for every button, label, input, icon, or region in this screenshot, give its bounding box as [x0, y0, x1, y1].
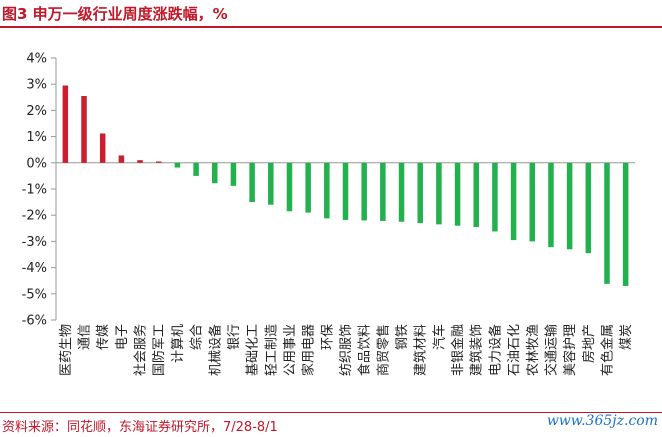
x-tick-label: 建筑材料 [413, 324, 429, 376]
x-tick-label: 美容护理 [562, 324, 578, 376]
x-tick-label: 煤炭 [619, 324, 634, 350]
x-tick-label: 纺织服饰 [339, 324, 354, 376]
y-axis: 4% 3% 2% 1% 0% -1% -2% -3% -4% -5% -6% [22, 52, 635, 329]
y-tick-label: -1% [22, 183, 47, 198]
x-tick-label: 社会服务 [133, 324, 149, 376]
bar [622, 162, 629, 286]
bar-chart: 4% 3% 2% 1% 0% -1% -2% -3% -4% -5% -6% 医药生物 通信 传媒 电子社… [22, 52, 635, 376]
y-tick-label: -6% [22, 314, 47, 329]
bar [305, 162, 311, 213]
bar [380, 162, 386, 221]
x-axis-labels: 医药生物 通信 传媒 电子 社会服务 国防军工 计算机 综合 机械设备 银行 基础化工 轻工制造 公用事… [59, 324, 634, 376]
y-tick-label: -5% [22, 287, 47, 302]
x-tick-label: 农林牧渔 [526, 324, 541, 376]
bar [454, 162, 461, 226]
x-tick-label: 食品饮料 [357, 324, 373, 376]
source-divider [0, 412, 662, 413]
bar [174, 162, 181, 168]
x-tick-label: 建筑装饰 [469, 324, 485, 376]
bar [81, 95, 87, 163]
bar [286, 162, 293, 212]
bar [492, 162, 498, 232]
bar [155, 161, 162, 163]
y-tick-label: -3% [22, 235, 47, 250]
x-tick-label: 医药生物 [59, 324, 74, 376]
x-tick-label: 钢铁 [395, 324, 410, 350]
x-tick-label: 传媒 [96, 324, 111, 350]
x-tick-label: 有色金属 [599, 324, 615, 376]
x-tick-label: 非银金融 [450, 324, 466, 376]
x-tick-label: 商贸零售 [375, 324, 391, 376]
x-tick-label: 综合 [190, 324, 205, 350]
y-tick-label: -2% [22, 209, 47, 224]
y-tick-label: 2% [26, 104, 47, 119]
bar [212, 162, 218, 184]
y-tick-label: 3% [26, 78, 47, 93]
watermark: www.365jz.com [546, 413, 658, 429]
source-note: 资料来源：同花顺，东海证券研究所，7/28-8/1 [2, 420, 278, 435]
bar [510, 162, 517, 241]
title-divider [0, 26, 662, 28]
x-tick-label: 机械设备 [207, 324, 223, 376]
y-tick-label: 1% [26, 130, 47, 145]
x-tick-label: 计算机 [171, 324, 186, 363]
y-tick-label: 0% [26, 156, 47, 171]
x-tick-label: 公用事业 [283, 324, 298, 376]
chart-title: 图3 申万一级行业周度涨跌幅，% [2, 5, 228, 23]
x-tick-label: 银行 [227, 324, 242, 350]
x-tick-label: 房地产 [581, 324, 597, 363]
bar [193, 162, 199, 176]
bar [268, 162, 274, 205]
bar [342, 162, 349, 220]
x-tick-label: 国防军工 [151, 324, 167, 376]
bar [137, 160, 143, 163]
x-tick-label: 石油石化 [507, 324, 522, 376]
x-tick-label: 通信 [78, 324, 93, 350]
x-tick-label: 家用电器 [301, 324, 317, 376]
bar [604, 162, 610, 284]
bar [99, 133, 106, 163]
x-tick-label: 交通运输 [543, 324, 559, 376]
x-tick-label: 电子 [115, 324, 130, 350]
bar [417, 162, 423, 224]
bar [548, 162, 554, 248]
bar [566, 162, 573, 250]
x-tick-label: 电力设备 [487, 324, 503, 376]
y-tick-label: -4% [22, 261, 47, 276]
bar [436, 162, 442, 225]
x-tick-label: 汽车 [431, 324, 447, 350]
bar [324, 162, 330, 219]
bar [230, 162, 237, 186]
x-tick-label: 轻工制造 [264, 324, 279, 376]
bar [62, 85, 69, 163]
bars [62, 85, 629, 286]
x-tick-label: 基础化工 [246, 324, 261, 376]
bar [473, 162, 479, 227]
bar [249, 162, 255, 203]
y-tick-label: 4% [26, 52, 47, 67]
bar [529, 162, 536, 242]
bar [361, 162, 367, 221]
bar [585, 162, 592, 254]
bar [398, 162, 405, 222]
x-tick-label: 环保 [320, 324, 335, 350]
bar [118, 155, 125, 163]
